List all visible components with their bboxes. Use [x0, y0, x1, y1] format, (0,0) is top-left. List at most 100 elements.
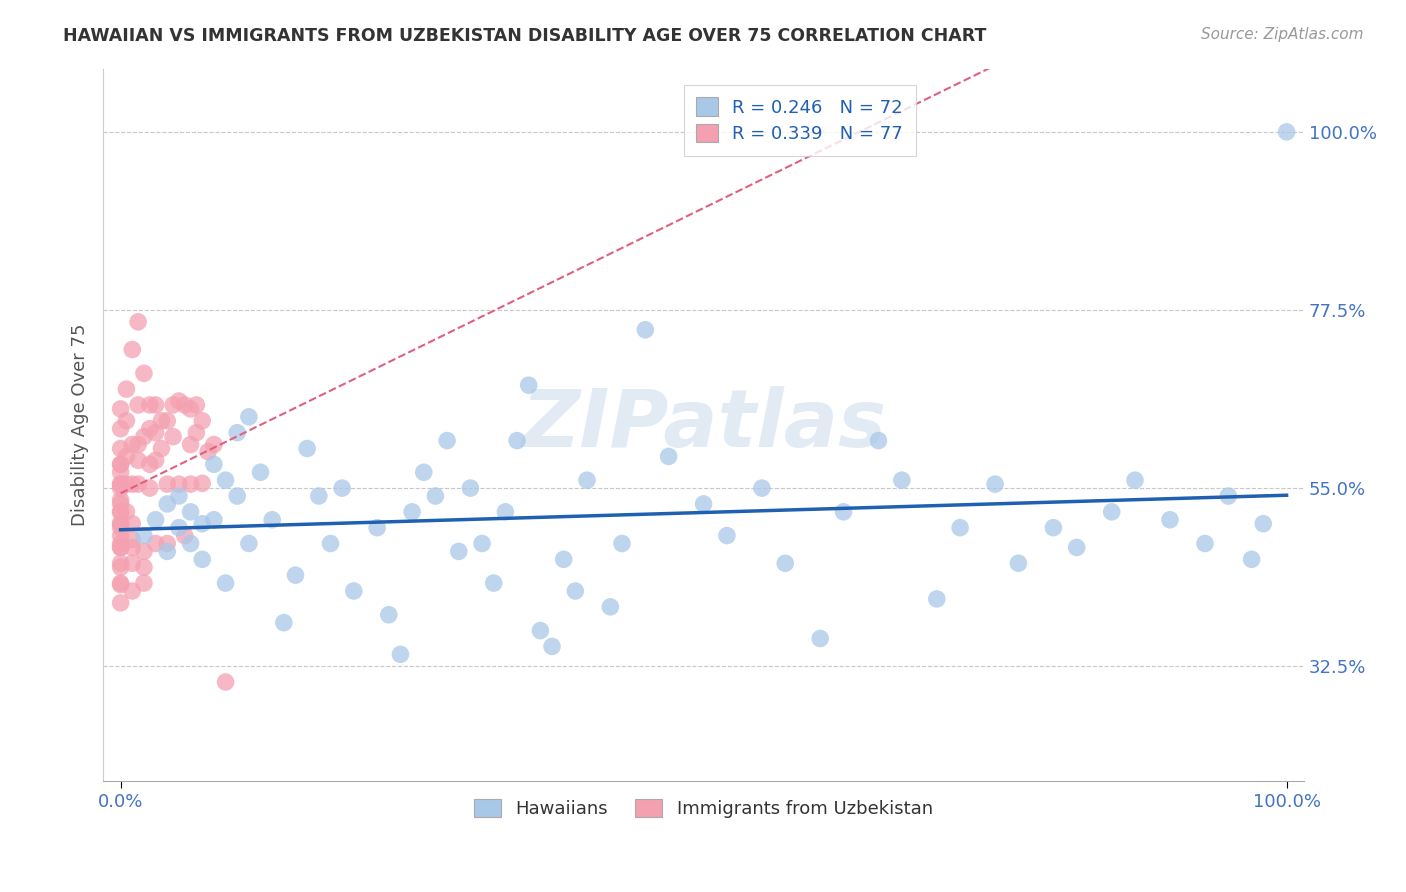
Point: [1007, 556, 1029, 570]
Point: [132, 429, 155, 443]
Point: [319, 536, 342, 550]
Point: [249, 465, 271, 479]
Point: [110, 560, 132, 574]
Point: [132, 366, 155, 380]
Point: [610, 536, 633, 550]
Point: [110, 481, 132, 495]
Point: [127, 453, 149, 467]
Point: [197, 444, 219, 458]
Point: [180, 477, 202, 491]
Text: HAWAIIAN VS IMMIGRANTS FROM UZBEKISTAN DISABILITY AGE OVER 75 CORRELATION CHART: HAWAIIAN VS IMMIGRANTS FROM UZBEKISTAN D…: [63, 27, 987, 45]
Point: [541, 640, 564, 654]
Point: [167, 489, 190, 503]
Point: [191, 516, 214, 531]
Point: [121, 477, 143, 491]
Point: [110, 516, 132, 531]
Point: [308, 489, 330, 503]
Point: [191, 552, 214, 566]
Point: [262, 513, 284, 527]
Point: [238, 536, 260, 550]
Point: [529, 624, 551, 638]
Text: Source: ZipAtlas.com: Source: ZipAtlas.com: [1201, 27, 1364, 42]
Point: [202, 458, 225, 472]
Point: [115, 505, 138, 519]
Point: [658, 450, 681, 464]
Point: [1123, 473, 1146, 487]
Point: [180, 401, 202, 416]
Point: [110, 477, 132, 491]
Point: [115, 450, 138, 464]
Point: [506, 434, 529, 448]
Point: [156, 536, 179, 550]
Point: [110, 536, 132, 550]
Point: [343, 584, 366, 599]
Point: [127, 315, 149, 329]
Point: [186, 398, 208, 412]
Point: [868, 434, 890, 448]
Point: [110, 521, 132, 535]
Point: [186, 425, 208, 440]
Point: [115, 382, 138, 396]
Point: [156, 497, 179, 511]
Point: [1275, 125, 1298, 139]
Point: [150, 442, 173, 456]
Point: [180, 437, 202, 451]
Point: [115, 414, 138, 428]
Point: [482, 576, 505, 591]
Point: [127, 398, 149, 412]
Point: [214, 473, 236, 487]
Point: [115, 477, 138, 491]
Point: [145, 513, 167, 527]
Point: [162, 429, 184, 443]
Point: [401, 505, 423, 519]
Point: [110, 458, 132, 472]
Point: [127, 437, 149, 451]
Point: [167, 477, 190, 491]
Point: [162, 398, 184, 412]
Point: [132, 528, 155, 542]
Point: [121, 516, 143, 531]
Point: [110, 596, 132, 610]
Point: [202, 437, 225, 451]
Point: [110, 442, 132, 456]
Point: [167, 521, 190, 535]
Point: [173, 398, 195, 412]
Point: [150, 414, 173, 428]
Point: [832, 505, 855, 519]
Point: [949, 521, 972, 535]
Point: [121, 533, 143, 547]
Point: [132, 576, 155, 591]
Point: [425, 489, 447, 503]
Point: [378, 607, 401, 622]
Point: [1194, 536, 1216, 550]
Point: [110, 516, 132, 531]
Point: [139, 398, 162, 412]
Point: [1066, 541, 1088, 555]
Point: [1101, 505, 1123, 519]
Point: [110, 556, 132, 570]
Point: [145, 398, 167, 412]
Point: [121, 556, 143, 570]
Point: [145, 536, 167, 550]
Point: [389, 648, 412, 662]
Point: [156, 477, 179, 491]
Point: [110, 458, 132, 472]
Y-axis label: Disability Age Over 75: Disability Age Over 75: [72, 324, 89, 526]
Point: [127, 477, 149, 491]
Point: [110, 401, 132, 416]
Point: [180, 536, 202, 550]
Point: [412, 465, 434, 479]
Point: [191, 476, 214, 491]
Point: [494, 505, 516, 519]
Point: [599, 599, 621, 614]
Point: [121, 541, 143, 555]
Point: [110, 422, 132, 436]
Point: [471, 536, 494, 550]
Point: [238, 409, 260, 424]
Point: [110, 541, 132, 555]
Point: [1042, 521, 1064, 535]
Point: [517, 378, 540, 392]
Point: [110, 505, 132, 519]
Point: [110, 541, 132, 555]
Point: [132, 544, 155, 558]
